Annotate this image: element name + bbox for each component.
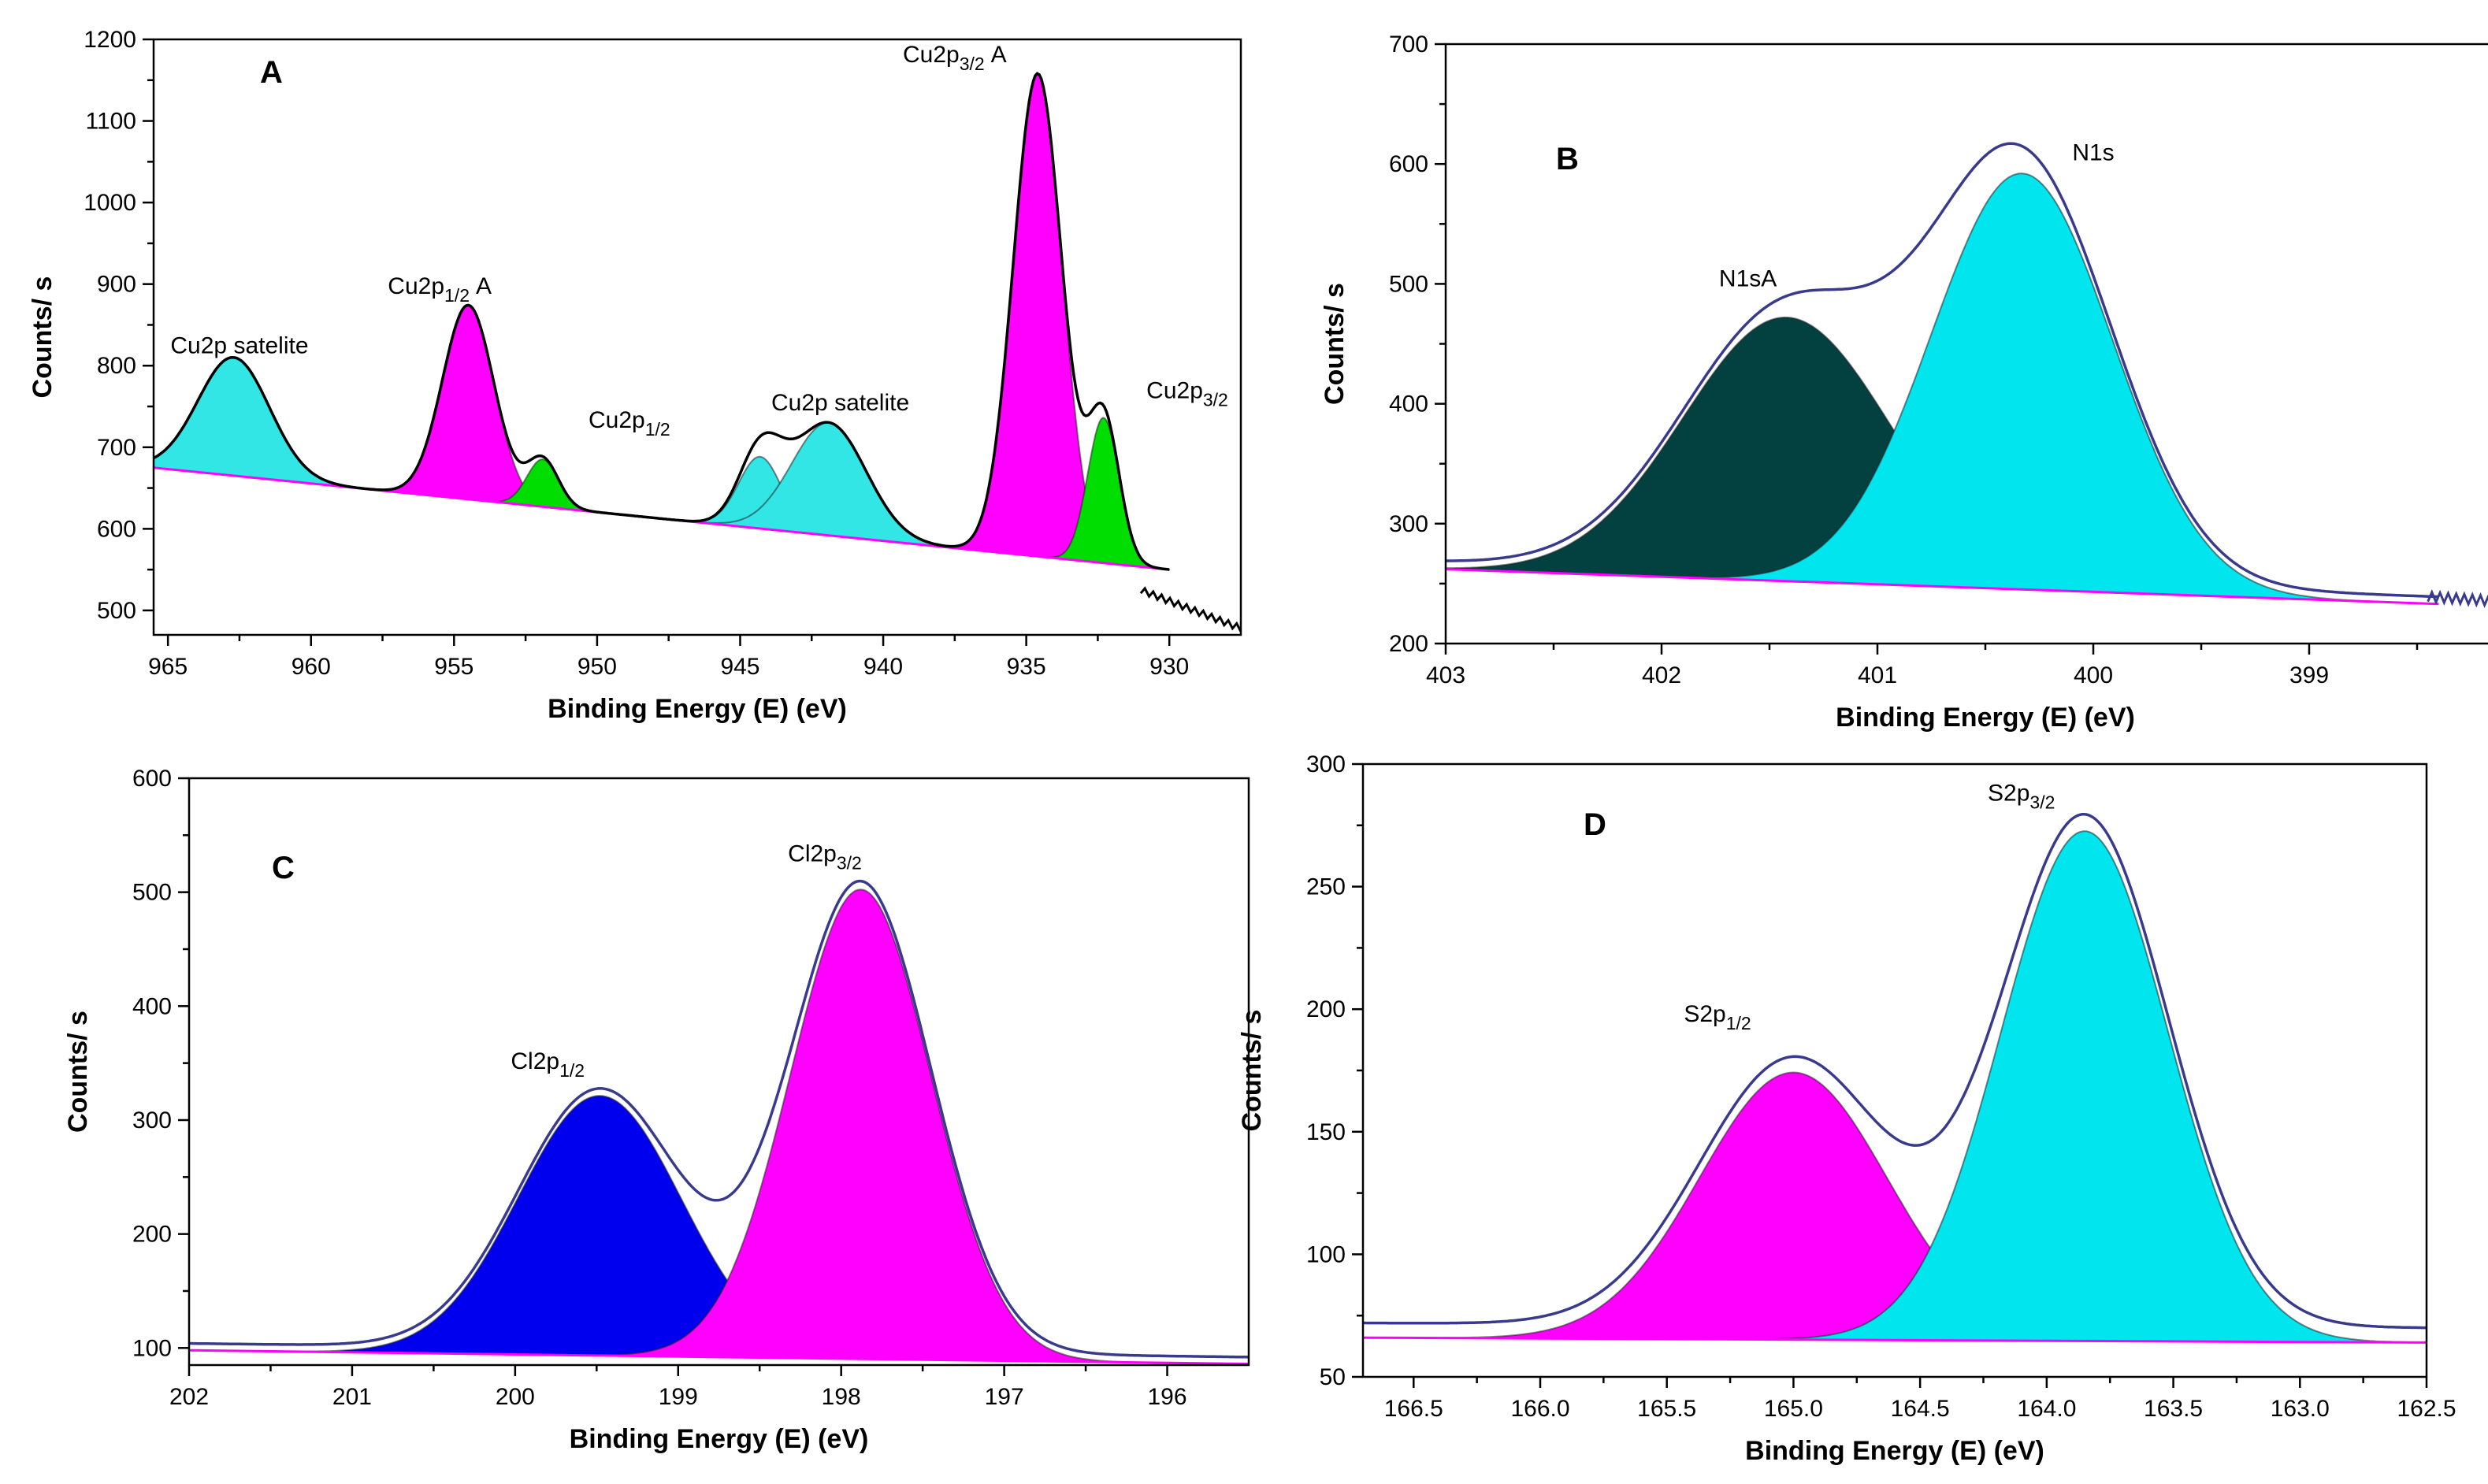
y-tick-label: 400 xyxy=(1389,391,1428,417)
x-tick-label: 935 xyxy=(1007,654,1046,680)
peak-fill-a-5 xyxy=(672,421,986,552)
x-tick-label: 965 xyxy=(148,654,188,680)
x-tick-label: 945 xyxy=(720,654,759,680)
x-tick-label: 200 xyxy=(496,1384,535,1410)
peak-annotation: Cu2p3/2 xyxy=(1146,378,1228,410)
y-tick-label: 50 xyxy=(1320,1364,1346,1390)
peak-annotation: Cu2p1/2 A xyxy=(388,273,492,306)
x-tick-label: 940 xyxy=(863,654,903,680)
x-tick-label: 201 xyxy=(332,1384,372,1410)
y-tick-label: 300 xyxy=(132,1107,172,1133)
x-tick-label: 196 xyxy=(1148,1384,1187,1410)
x-tick-label: 197 xyxy=(985,1384,1024,1410)
envelope-line xyxy=(189,879,1249,1359)
x-tick-label: 955 xyxy=(434,654,473,680)
x-tick-label: 400 xyxy=(2074,662,2113,688)
panel-c: 202 201 200 199 198 197 196 100 200 300 400 500 600 B… xyxy=(63,766,1250,1454)
envelope-line xyxy=(154,72,1170,571)
x-tick-label: 930 xyxy=(1149,654,1189,680)
x-tick-label: 960 xyxy=(292,654,331,680)
x-tick-label: 164.5 xyxy=(1891,1396,1950,1422)
y-tick-label: 600 xyxy=(97,516,136,542)
y-tick-label: 700 xyxy=(97,435,136,461)
y-tick-label: 100 xyxy=(1306,1241,1346,1267)
y-tick-label: 200 xyxy=(132,1222,172,1248)
peak-annotation: Cu2p3/2 A xyxy=(903,42,1007,74)
envelope-line xyxy=(1363,812,2427,1330)
y-axis-label: Counts/ s xyxy=(1320,283,1350,405)
peak-annotation: Cu2p satelite xyxy=(170,333,308,359)
x-axis-label: Binding Energy (E) (eV) xyxy=(1836,703,2135,733)
peak-annotation: S2p1/2 xyxy=(1684,1001,1751,1033)
y-axis-label: Counts/ s xyxy=(63,1011,93,1133)
x-tick-label: 163.0 xyxy=(2271,1396,2330,1422)
plot-frame xyxy=(188,777,1250,1367)
x-tick-label: 166.0 xyxy=(1510,1396,1569,1422)
panel-b: 403402401400399398200300400500600700Bind… xyxy=(1320,32,2488,733)
y-tick-label: 200 xyxy=(1389,631,1428,657)
peak-annotation: N1s xyxy=(2072,140,2114,166)
y-axis-label: Counts/ s xyxy=(1237,1010,1267,1132)
x-tick-label: 950 xyxy=(577,654,617,680)
x-tick-label: 399 xyxy=(2289,662,2329,688)
y-tick-label: 1200 xyxy=(84,27,136,53)
envelope-tail-line xyxy=(2427,589,2488,609)
x-tick-label: 402 xyxy=(1642,662,1681,688)
x-tick-label: 165.0 xyxy=(1764,1396,1823,1422)
y-tick-label: 1000 xyxy=(84,190,136,216)
x-tick-label: 163.5 xyxy=(2144,1396,2203,1422)
baseline-line xyxy=(189,1349,1249,1365)
x-tick-label: 199 xyxy=(659,1384,698,1410)
peak-annotation: S2p3/2 xyxy=(1988,781,2055,813)
x-tick-label: 198 xyxy=(822,1384,861,1410)
envelope-tail-line xyxy=(1139,586,1241,633)
panel-d: 166.5 166.0 165.5 165.0 164.5 164.0 163.5 163.0… xyxy=(1237,751,2456,1466)
x-tick-label: 202 xyxy=(169,1384,209,1410)
y-tick-label: 200 xyxy=(1306,996,1346,1022)
peak-annotation: Cu2p satelite xyxy=(771,390,909,416)
x-tick-label: 165.5 xyxy=(1637,1396,1696,1422)
y-tick-label: 600 xyxy=(132,766,172,792)
y-tick-label: 1100 xyxy=(85,109,136,135)
y-tick-label: 500 xyxy=(1389,271,1428,297)
y-tick-label: 600 xyxy=(1389,151,1428,177)
plot-frame xyxy=(152,38,1242,636)
x-axis-label: Binding Energy (E) (eV) xyxy=(548,694,847,724)
baseline-line xyxy=(1363,1336,2427,1344)
peak-annotation: N1sA xyxy=(1719,265,1777,291)
panel-letter: C xyxy=(272,851,295,885)
envelope-line xyxy=(1446,142,2439,599)
y-tick-label: 150 xyxy=(1306,1119,1346,1145)
panel-letter: A xyxy=(260,55,283,90)
panel-letter: B xyxy=(1556,142,1579,176)
y-tick-label: 900 xyxy=(97,272,136,298)
x-tick-label: 164.0 xyxy=(2017,1396,2076,1422)
x-axis-label: Binding Energy (E) (eV) xyxy=(1745,1436,2044,1466)
baseline-line xyxy=(1446,568,2439,606)
x-tick-label: 401 xyxy=(1858,662,1897,688)
y-tick-label: 400 xyxy=(132,993,172,1019)
x-axis-label: Binding Energy (E) (eV) xyxy=(570,1424,869,1454)
panel-a: 965 960 955 950 945 940 935 930 500 600 700 800 900 1… xyxy=(28,27,1242,724)
panel-letter: D xyxy=(1584,807,1606,842)
peak-annotation: Cl2p1/2 xyxy=(511,1048,585,1081)
y-tick-label: 800 xyxy=(97,353,136,379)
y-tick-label: 100 xyxy=(132,1335,172,1361)
y-tick-label: 500 xyxy=(97,598,136,624)
y-axis-label: Counts/ s xyxy=(28,276,58,399)
x-tick-label: 166.5 xyxy=(1384,1396,1443,1422)
y-tick-label: 300 xyxy=(1306,751,1346,777)
y-tick-label: 700 xyxy=(1389,32,1428,58)
peak-annotation: Cu2p1/2 xyxy=(589,407,670,440)
x-tick-label: 162.5 xyxy=(2397,1396,2456,1422)
y-tick-label: 300 xyxy=(1389,511,1428,537)
x-tick-label: 403 xyxy=(1426,662,1465,688)
y-tick-label: 500 xyxy=(132,880,172,906)
peak-annotation: Cl2p3/2 xyxy=(788,841,862,874)
y-tick-label: 250 xyxy=(1306,874,1346,900)
